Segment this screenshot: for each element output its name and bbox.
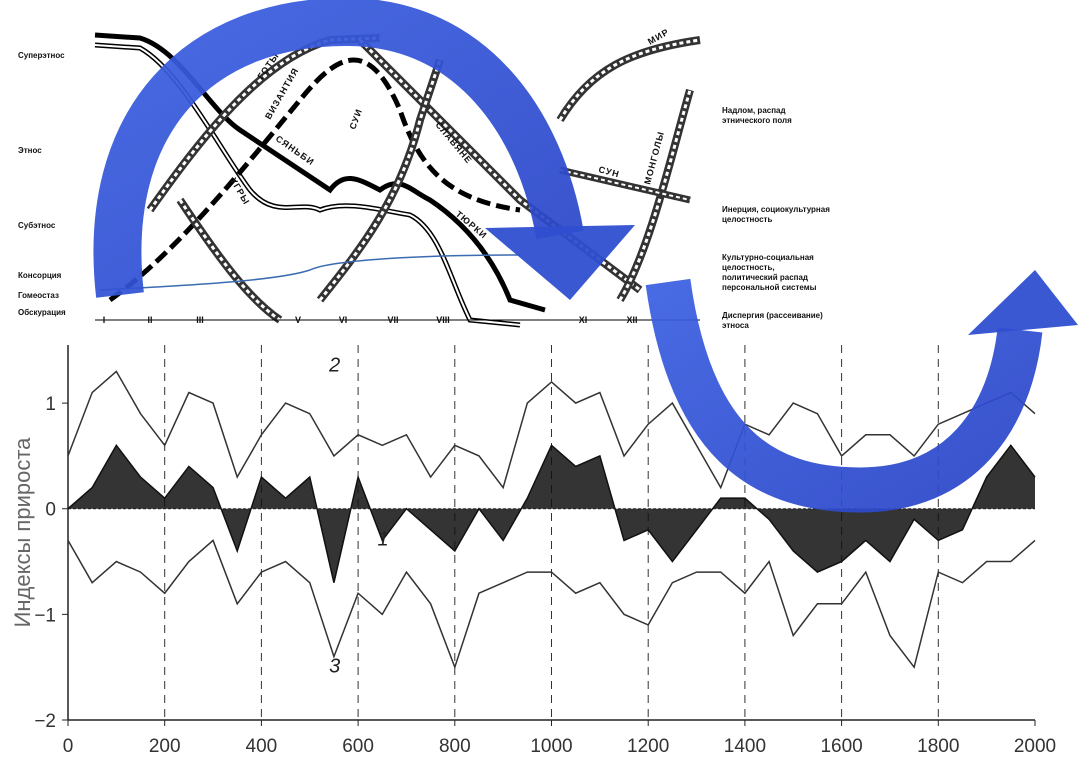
phase-note: Диспергия (рассеивание) этноса (722, 311, 823, 330)
band-label: СУИ (347, 107, 364, 131)
x-tick-label: 1800 (917, 736, 959, 757)
x-tick-label: 200 (149, 736, 181, 757)
phase-label: XII (626, 315, 637, 325)
phase-label: II (147, 315, 152, 325)
y-tick-label: −1 (34, 605, 56, 626)
level-label: Этнос (18, 146, 42, 155)
level-label: Суперэтнос (18, 51, 65, 60)
phase-label: I (103, 315, 106, 325)
series-line (67, 539, 1036, 670)
phase-label: III (196, 315, 204, 325)
x-tick-label: 0 (63, 736, 74, 757)
phase-label: XI (579, 315, 588, 325)
arrows (93, 0, 1078, 513)
phase-label: VII (387, 315, 398, 325)
series-annotation: 2 (328, 354, 340, 376)
band-label: СЯНЬБИ (274, 133, 316, 167)
phase-label: VIII (436, 315, 450, 325)
x-tick-label: 600 (342, 736, 374, 757)
x-tick-label: 1000 (530, 736, 572, 757)
series-annotation: 3 (329, 655, 340, 677)
level-label: Гомеостаз (18, 291, 59, 300)
phase-label: V (295, 315, 301, 325)
y-tick-label: 0 (45, 500, 56, 521)
level-label: Обскурация (18, 308, 66, 317)
phase-note: Надлом, распад этнического поля (722, 106, 792, 125)
x-tick-label: 1400 (724, 736, 766, 757)
x-tick-label: 800 (439, 736, 471, 757)
x-tick-label: 400 (246, 736, 278, 757)
phase-note: Культурно-социальная целостность, политиче… (722, 253, 817, 292)
series-line (67, 370, 1036, 490)
y-tick-label: 1 (45, 394, 56, 415)
x-tick-label: 1200 (627, 736, 669, 757)
x-tick-label: 1600 (820, 736, 862, 757)
phase-note: Инерция, социокультурная целостность (722, 205, 830, 224)
phase-label: VI (339, 315, 348, 325)
level-label: Субэтнос (18, 221, 56, 230)
level-label: Консорция (18, 271, 62, 280)
x-tick-label: 2000 (1014, 736, 1056, 757)
y-axis-label: Индексы прироста (10, 437, 35, 628)
y-tick-label: −2 (34, 711, 56, 732)
series-annotation: 1 (377, 529, 388, 551)
series-line (67, 443, 1036, 583)
